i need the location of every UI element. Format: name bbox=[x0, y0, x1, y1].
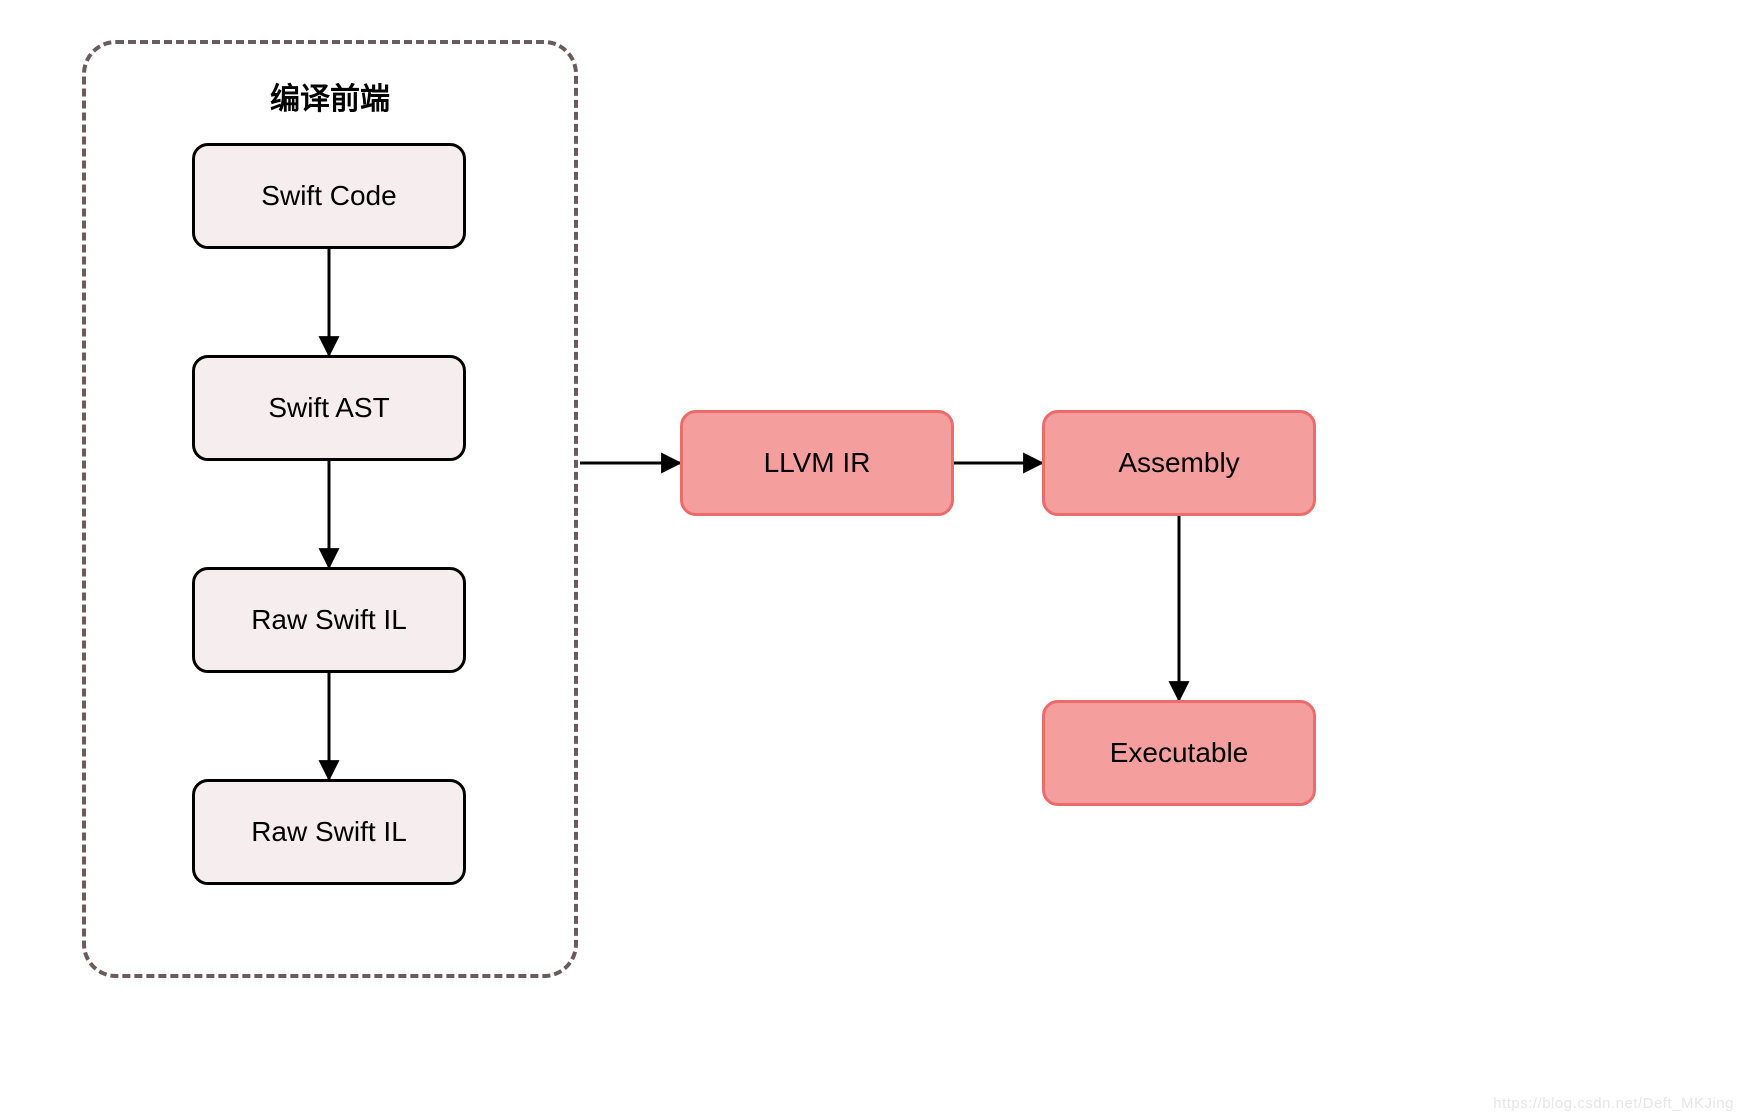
node-llvm-ir: LLVM IR bbox=[680, 410, 954, 516]
node-label: Swift AST bbox=[268, 392, 389, 424]
node-assembly: Assembly bbox=[1042, 410, 1316, 516]
diagram-canvas: 编译前端 Swift Code Swift AST Raw Swift IL R… bbox=[0, 0, 1744, 1118]
node-executable: Executable bbox=[1042, 700, 1316, 806]
frontend-group-title: 编译前端 bbox=[86, 74, 574, 118]
node-label: Executable bbox=[1110, 737, 1249, 769]
node-swift-ast: Swift AST bbox=[192, 355, 466, 461]
node-raw-swift-il-2: Raw Swift IL bbox=[192, 779, 466, 885]
node-label: LLVM IR bbox=[764, 447, 871, 479]
watermark-text: https://blog.csdn.net/Deft_MKJing bbox=[1493, 1095, 1734, 1112]
node-label: Assembly bbox=[1118, 447, 1239, 479]
node-raw-swift-il-1: Raw Swift IL bbox=[192, 567, 466, 673]
node-label: Swift Code bbox=[261, 180, 396, 212]
node-swift-code: Swift Code bbox=[192, 143, 466, 249]
node-label: Raw Swift IL bbox=[251, 816, 407, 848]
node-label: Raw Swift IL bbox=[251, 604, 407, 636]
